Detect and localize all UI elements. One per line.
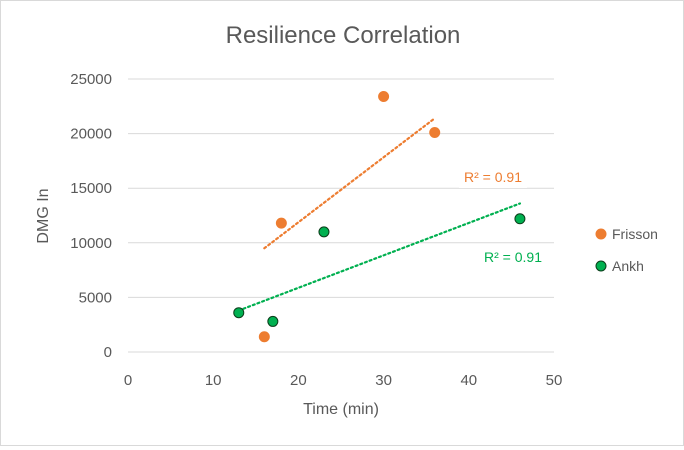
- data-point-frisson: [275, 217, 287, 229]
- trendline-ankh: [237, 202, 522, 312]
- x-tick-label: 10: [205, 372, 222, 389]
- r-squared-label-ankh: R² = 0.91: [484, 249, 542, 265]
- y-axis-label: DMG In: [35, 188, 52, 243]
- chart-title: Resilience Correlation: [226, 22, 461, 49]
- data-point-ankh: [233, 307, 245, 319]
- x-tick-label: 0: [124, 372, 132, 389]
- y-tick-label: 5000: [79, 289, 112, 306]
- trendlines: [237, 117, 522, 312]
- legend-label-frisson: Frisson: [612, 226, 658, 242]
- r-squared-label-frisson: R² = 0.91: [464, 169, 522, 185]
- x-tick-label: 50: [546, 372, 563, 389]
- x-tick-label: 20: [290, 372, 307, 389]
- data-point-ankh: [318, 226, 330, 238]
- legend-marker-frisson: [595, 228, 607, 240]
- y-tick-label: 20000: [70, 126, 112, 143]
- r-squared-labels: R² = 0.91 R² = 0.91: [459, 168, 547, 268]
- data-points: [233, 90, 526, 343]
- data-point-frisson: [378, 90, 390, 102]
- gridlines: [128, 78, 554, 353]
- data-point-frisson: [429, 127, 441, 139]
- x-tick-label: 40: [460, 372, 477, 389]
- data-point-frisson: [258, 331, 270, 343]
- trendline-frisson: [263, 117, 436, 250]
- y-tick-label: 25000: [70, 71, 112, 88]
- y-tick-label: 15000: [70, 180, 112, 197]
- legend-label-ankh: Ankh: [612, 258, 644, 274]
- legend-marker-ankh: [595, 260, 607, 272]
- x-axis-ticks: 0 10 20 30 40 50: [124, 372, 563, 389]
- x-axis-label: Time (min): [303, 401, 379, 418]
- r-squared-background: [479, 248, 547, 268]
- r-squared-background: [459, 168, 527, 188]
- y-axis-ticks: 0 5000 10000 15000 20000 25000: [70, 71, 112, 361]
- data-point-ankh: [514, 213, 526, 225]
- data-point-ankh: [267, 315, 279, 327]
- y-tick-label: 10000: [70, 235, 112, 252]
- y-tick-label: 0: [104, 344, 112, 361]
- x-tick-label: 30: [375, 372, 392, 389]
- legend: Frisson Ankh: [595, 226, 658, 274]
